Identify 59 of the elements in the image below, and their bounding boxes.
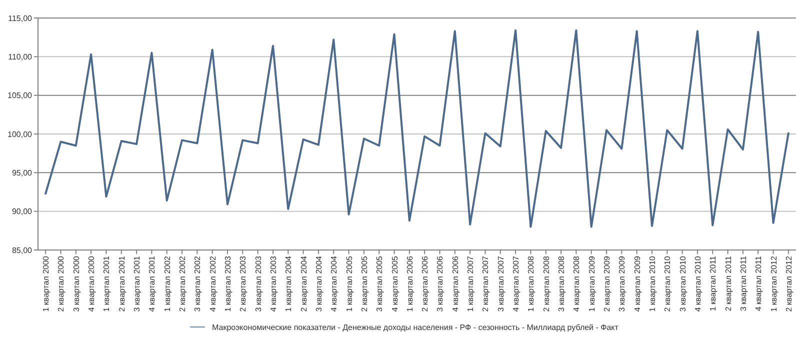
y-tick-label: 95,00: [12, 168, 33, 178]
x-tick-label: 1 квартал 2001: [102, 255, 112, 312]
y-tick-label: 115,00: [8, 14, 33, 23]
x-tick-label: 1 квартал 2005: [344, 255, 354, 312]
x-tick-label: 4 квартал 2002: [208, 255, 218, 312]
x-tick-label: 1 квартал 2009: [587, 255, 596, 312]
x-tick-label: 3 квартал 2007: [496, 255, 506, 312]
x-tick-label: 4 квартал 2001: [148, 255, 157, 312]
x-tick-label: 3 квартал 2011: [738, 255, 748, 312]
x-tick-label: 2 квартал 2012: [784, 255, 794, 312]
x-tick-label: 4 квартал 2008: [572, 255, 582, 312]
x-tick-label: 3 квартал 2004: [314, 255, 324, 312]
x-tick-label: 1 квартал 2006: [405, 255, 414, 312]
x-tick-label: 2 квартал 2004: [299, 255, 308, 312]
x-tick-label: 2 квартал 2009: [602, 255, 612, 312]
x-tick-label: 1 квартал 2004: [284, 255, 294, 312]
x-tick-label: 2 квартал 2001: [117, 255, 126, 312]
line-series: [44, 29, 790, 228]
x-tick-label: 1 квартал 2010: [648, 255, 657, 312]
x-tick-label: 1 квартал 2007: [466, 255, 476, 312]
x-tick-label: 3 квартал 2009: [618, 255, 627, 312]
x-tick-label: 2 квартал 2006: [420, 255, 430, 312]
x-tick-label: 4 квартал 2005: [390, 255, 400, 312]
x-tick-label: 1 квартал 2008: [526, 255, 536, 312]
x-tick-label: 2 квартал 2010: [663, 255, 672, 312]
legend-label: Макроэкономические показатели - Денежные доходы населения - РФ - сезонность - Миллиард рублей - Факт: [212, 322, 619, 332]
x-tick-label: 4 квартал 2009: [632, 255, 642, 312]
x-tick-label: 3 квартал 2001: [132, 255, 142, 312]
x-tick-label: 2 квартал 2007: [481, 255, 490, 312]
x-tick-label: 4 квартал 2004: [330, 255, 339, 312]
x-tick-label: 3 квартал 2010: [678, 255, 688, 312]
x-tick-label: 2 квартал 2003: [238, 255, 248, 312]
y-tick-label: 110,00: [8, 52, 33, 62]
x-tick-label: 1 квартал 2012: [769, 255, 778, 312]
x-tick-label: 1 квартал 2003: [224, 255, 232, 312]
x-tick-label: 1 квартал 2011: [708, 255, 718, 312]
y-tick-label: 100,00: [8, 130, 33, 139]
x-tick-label: 1 квартал 2002: [162, 255, 172, 312]
x-tick-label: 1 квартал 2000: [42, 255, 51, 312]
x-tick-label: 4 квартал 2003: [268, 255, 278, 312]
x-tick-label: 2 квартал 2005: [360, 255, 369, 312]
x-tick-label: 3 квартал 2002: [193, 255, 202, 312]
x-tick-label: 4 квартал 2000: [87, 255, 96, 312]
x-tick-label: 3 квартал 2000: [72, 255, 81, 312]
x-tick-label: 3 квартал 2008: [557, 255, 566, 312]
x-tick-label: 4 квартал 2011: [754, 255, 764, 312]
x-tick-label: 4 квартал 2007: [512, 255, 521, 312]
x-tick-label: 2 квартал 2011: [724, 255, 733, 312]
y-tick-label: 105,00: [8, 91, 33, 100]
y-tick-label: 85,00: [12, 246, 33, 255]
x-tick-label: 2 квартал 2000: [56, 255, 66, 312]
x-tick-label: 4 квартал 2010: [693, 255, 702, 312]
x-tick-label: 4 квартал 2006: [450, 255, 460, 312]
x-tick-label: 2 квартал 2008: [542, 255, 551, 312]
x-tick-label: 3 квартал 2005: [375, 255, 384, 312]
x-tick-label: 3 квартал 2003: [254, 255, 263, 312]
x-tick-label: 2 квартал 2002: [178, 255, 188, 312]
x-tick-label: 3 квартал 2006: [436, 255, 445, 312]
y-tick-label: 90,00: [12, 207, 33, 216]
